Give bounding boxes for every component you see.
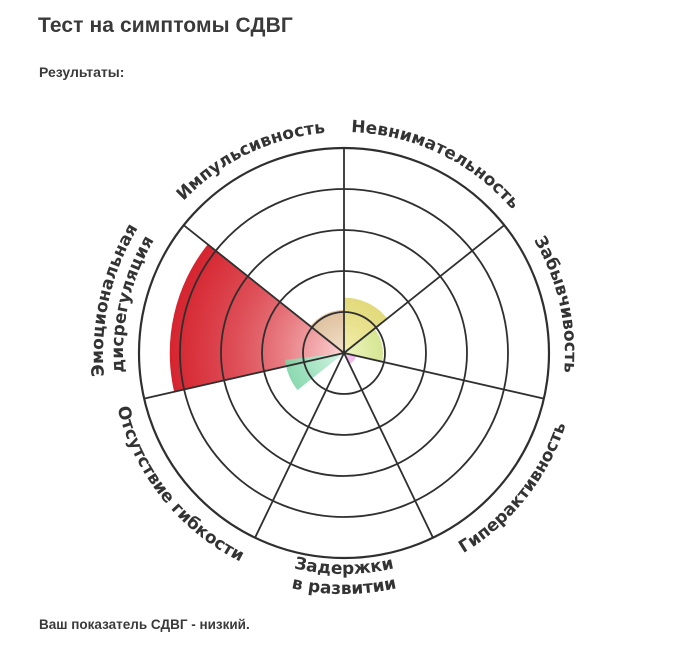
- sector-невнимательность: [344, 297, 388, 353]
- sectors-layer: [169, 244, 388, 392]
- spoke-2: [343, 224, 505, 354]
- axis-label-невнимательность: Невнимательность: [351, 117, 524, 213]
- score-text: Ваш показатель СДВГ - низкий.: [39, 617, 250, 632]
- spoke-5: [254, 352, 345, 539]
- spoke-4: [343, 352, 434, 539]
- spoke-6: [143, 352, 345, 400]
- axis-label-импульсивность: Импульсивность: [173, 118, 326, 205]
- page-title: Тест на симптомы СДВГ: [38, 14, 293, 37]
- grid-layer: [137, 146, 551, 560]
- spoke-3: [343, 352, 545, 400]
- results-label: Результаты:: [39, 64, 125, 80]
- sector-эмоциональная-дисрегуляция: [169, 244, 344, 392]
- axis-label-гиперактивность: Гиперактивность: [455, 420, 570, 558]
- sector-забывчивость: [344, 328, 383, 362]
- axis-label-отсутствие-гибкости: Отсутствие гибкости: [113, 404, 248, 566]
- spoke-7: [183, 224, 345, 354]
- axis-label-забывчивость: Забывчивость: [530, 233, 580, 374]
